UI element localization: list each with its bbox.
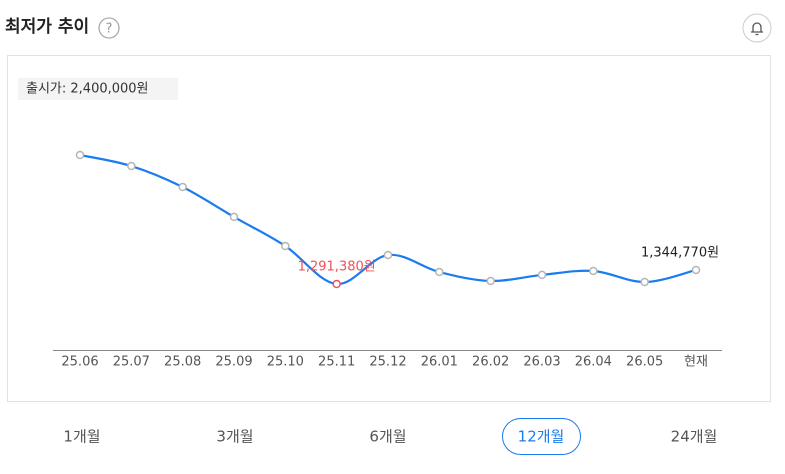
title: 최저가 추이 xyxy=(5,17,89,37)
period-tab[interactable]: 24개월 xyxy=(671,428,718,446)
annotation-box xyxy=(18,78,178,100)
period-tab[interactable]: 12개월 xyxy=(518,428,565,446)
x-tick-label: 25.07 xyxy=(113,355,150,370)
x-tick-label: 25.12 xyxy=(369,355,406,370)
chart-frame xyxy=(7,55,771,402)
help-icon[interactable]: ? xyxy=(98,17,120,39)
point xyxy=(589,266,598,276)
alarm-button[interactable] xyxy=(742,13,772,43)
value-label: 1,291,380원 xyxy=(298,260,376,275)
x-tick-label: 26.02 xyxy=(472,355,509,370)
x-tick-label: 25.10 xyxy=(267,355,304,370)
point xyxy=(127,161,136,171)
point xyxy=(486,276,495,286)
value-label: 1,344,770원 xyxy=(641,245,719,260)
point xyxy=(691,265,701,275)
x-tick-label: 25.06 xyxy=(61,355,98,370)
x-tick-label: 26.01 xyxy=(421,355,458,370)
period-tab[interactable]: 3개월 xyxy=(216,428,253,446)
point xyxy=(537,270,547,280)
point xyxy=(640,277,649,287)
x-tick-label: 26.03 xyxy=(523,355,560,370)
annotation: 출시가: 2,400,000원 xyxy=(26,82,149,97)
period-tab[interactable]: 6개월 xyxy=(369,428,406,446)
x-tick-label: 현재 xyxy=(684,355,708,370)
point xyxy=(383,250,393,260)
point xyxy=(332,279,341,289)
point xyxy=(75,150,85,160)
selected-tab-border xyxy=(502,418,581,455)
point xyxy=(178,182,187,192)
period-tab[interactable]: 1개월 xyxy=(63,428,100,446)
point xyxy=(229,212,239,222)
x-tick-label: 25.09 xyxy=(215,355,252,370)
x-tick-label: 25.11 xyxy=(318,355,355,370)
svg-text:?: ? xyxy=(106,22,113,37)
point xyxy=(281,241,290,251)
x-tick-label: 26.05 xyxy=(626,355,663,370)
x-tick-label: 25.08 xyxy=(164,355,201,370)
point xyxy=(435,267,444,277)
x-tick-label: 26.04 xyxy=(575,355,612,370)
